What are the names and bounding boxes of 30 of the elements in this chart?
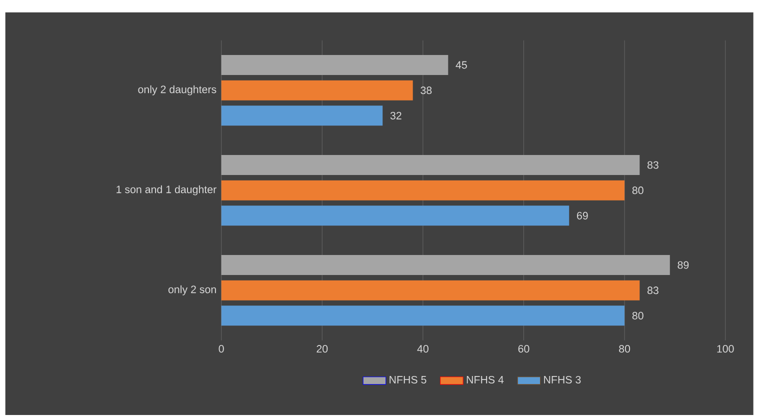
data-label: 32: [390, 112, 402, 120]
x-tick-label: 40: [417, 345, 428, 353]
bar: [221, 55, 448, 75]
bar: [221, 180, 625, 200]
bar: [221, 280, 640, 300]
y-tick-label: only 2 daughters: [138, 85, 216, 96]
bar: [221, 255, 670, 276]
data-label: 38: [420, 86, 432, 94]
legend-label: NFHS 4: [466, 376, 504, 384]
data-label: 89: [678, 261, 689, 269]
y-tick-label: only 2 son: [168, 285, 216, 296]
bar: [221, 306, 625, 326]
bar: [221, 80, 413, 100]
bar: [221, 106, 383, 126]
x-tick-label: 100: [717, 345, 734, 353]
bar: [221, 206, 570, 226]
x-tick-label: 60: [518, 345, 530, 353]
x-tick-label: 0: [218, 345, 224, 353]
legend-label: NFHS 3: [544, 376, 581, 384]
x-tick-label: 20: [316, 345, 328, 353]
data-label: 80: [632, 186, 644, 194]
bar: [221, 155, 640, 175]
x-tick-label: 80: [619, 345, 630, 353]
data-label: 45: [456, 61, 467, 69]
legend-label: NFHS 5: [390, 376, 426, 384]
data-label: 83: [647, 286, 658, 294]
y-tick-label: 1 son and 1 daughter: [116, 185, 216, 196]
data-label: 69: [577, 212, 588, 220]
data-label: 80: [632, 312, 644, 320]
data-label: 83: [647, 161, 658, 169]
